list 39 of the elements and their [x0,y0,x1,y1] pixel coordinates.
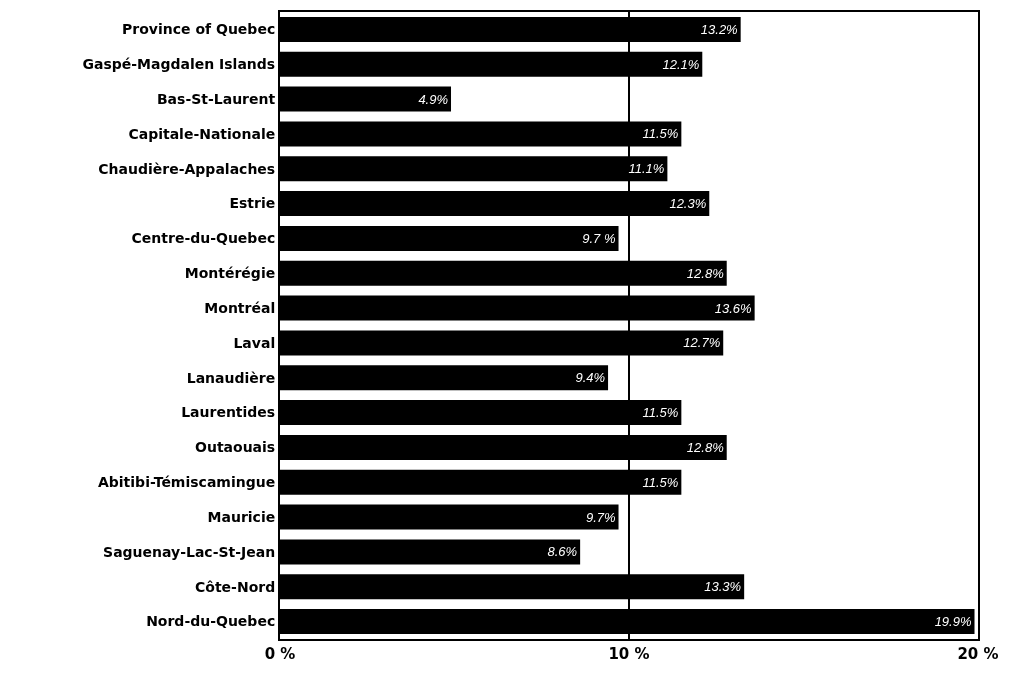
y-tick-label: Côte-Nord [195,578,276,595]
data-label: 12.3% [669,196,707,212]
data-label: 4.9% [418,91,449,107]
y-tick-label: Chaudière-Appalaches [98,160,276,177]
data-label: 12.1% [662,56,700,72]
data-label: 11.5% [642,474,679,490]
data-label: 11.1% [628,161,665,177]
y-tick-label: Laurentides [181,404,276,421]
data-label: 13.3% [704,579,742,595]
y-tick-label: Mauricie [207,508,276,525]
data-label: 13.6% [714,300,752,316]
y-tick-label: Outaouais [195,439,276,456]
y-tick-label: Province of Quebec [122,21,276,38]
y-tick-label: Capitale-Nationale [128,125,276,142]
y-tick-label: Centre-du-Quebec [131,230,276,247]
data-label: 9.4% [575,370,606,386]
data-label: 19.9% [934,614,972,630]
data-label: 12.7% [683,335,721,351]
data-label: 11.5% [642,405,679,421]
y-tick-label: Montérégie [184,265,276,282]
y-tick-label: Bas-St-Laurent [156,90,276,107]
y-tick-label: Lanaudière [186,369,276,386]
x-tick-label: 0 % [264,645,296,663]
y-tick-label: Montréal [204,299,276,316]
y-tick-label: Saguenay-Lac-St-Jean [103,543,276,560]
data-label: 11.5% [642,126,679,142]
y-tick-label: Estrie [229,195,276,212]
x-tick-label: 10 % [608,645,650,663]
data-label: 12.8% [686,265,724,281]
y-tick-label: Gaspé-Magdalen Islands [82,56,276,73]
data-label: 12.8% [686,439,724,455]
data-label: 9.7% [585,509,616,525]
data-label: 8.6% [547,544,578,560]
y-tick-label: Laval [233,334,276,351]
x-tick-label: 20 % [957,645,999,663]
data-label: 9.7 % [582,230,616,246]
data-label: 13.2% [700,21,738,37]
y-tick-label: Nord-du-Quebec [146,613,276,630]
y-tick-label: Abitibi-Témiscamingue [97,474,276,491]
